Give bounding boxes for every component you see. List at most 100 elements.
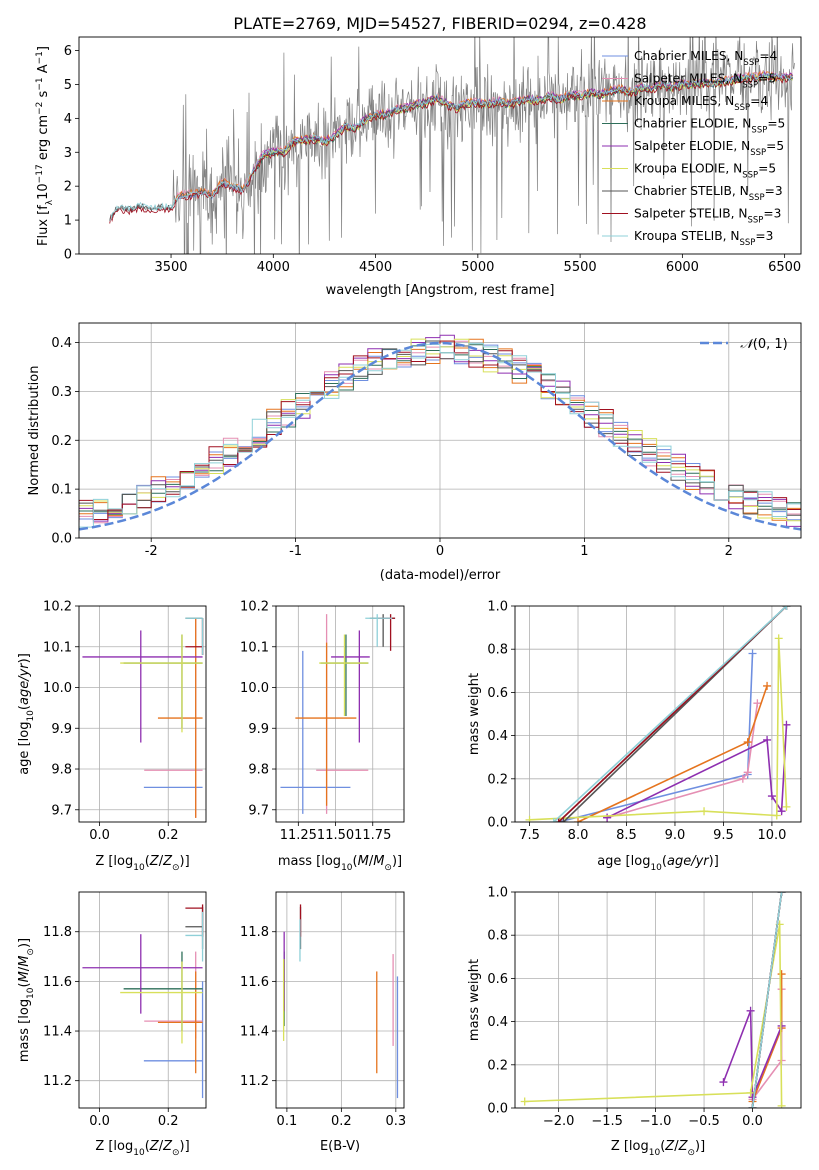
x-axis-label: Z [log10(Z/Z⊙)] bbox=[95, 1139, 189, 1158]
weight-marker bbox=[782, 720, 791, 729]
age-vs-metallicity-plot: 0.0 0.2 9.7 9.8 9.9 10.0 10.1 10.2 Z [log10(Z/Z⊙… bbox=[17, 600, 207, 873]
weight-line-kroupa-elodie bbox=[524, 924, 783, 1106]
x-tick-label: −1.0 bbox=[640, 1114, 672, 1129]
y-tick-label: 9.7 bbox=[248, 803, 269, 818]
weight-marker bbox=[520, 1097, 529, 1106]
x-axis-label: age [log10(age/yr)] bbox=[597, 854, 719, 873]
x-tick-label: 6500 bbox=[768, 260, 801, 275]
plot-area bbox=[276, 892, 404, 1108]
y-tick-label: 0.4 bbox=[487, 1015, 508, 1030]
x-tick-label: 8.0 bbox=[568, 828, 589, 843]
legend-entry: Kroupa ELODIE, NSSP=5 bbox=[634, 162, 776, 181]
x-tick-label: 11.75 bbox=[354, 828, 391, 843]
weight-line-salpeter-elodie bbox=[606, 724, 788, 819]
y-tick-label: 10.2 bbox=[43, 600, 72, 615]
y-tick-label: 4 bbox=[64, 112, 72, 127]
y-tick-label: 9.9 bbox=[51, 722, 72, 737]
legend-entry: Salpeter MILES, NSSP=5 bbox=[634, 72, 776, 91]
y-tick-label: 9.9 bbox=[248, 722, 269, 737]
plot-area bbox=[515, 606, 801, 822]
x-tick-label: 0.2 bbox=[158, 828, 179, 843]
residual-histogram-plot: -2 -1 0 1 2 0.0 0.1 0.2 0.3 0.4 𝒩(0, 1) (data-model… bbox=[27, 322, 802, 583]
plot-area bbox=[276, 606, 404, 822]
x-tick-label: 4000 bbox=[257, 260, 290, 275]
weight-marker bbox=[700, 807, 709, 816]
weight-marker bbox=[719, 1078, 728, 1087]
y-tick-label: 0 bbox=[64, 248, 72, 263]
weight-marker bbox=[777, 807, 786, 816]
weight-marker bbox=[743, 738, 752, 747]
x-tick-label: 0.2 bbox=[331, 1114, 352, 1129]
weight-marker bbox=[748, 1104, 757, 1108]
age-vs-mass-plot: 11.25 11.50 11.75 9.7 9.8 9.9 10.0 10.1 10.2 mass… bbox=[240, 600, 405, 873]
x-tick-label: 3500 bbox=[154, 260, 187, 275]
weight-marker bbox=[748, 649, 757, 658]
y-tick-label: 2 bbox=[64, 180, 72, 195]
y-tick-label: 0.4 bbox=[487, 729, 508, 744]
x-tick-label: 0.3 bbox=[385, 1114, 406, 1129]
x-axis-label: Z [log10(Z/Z⊙)] bbox=[611, 1139, 705, 1158]
y-tick-label: 11.2 bbox=[240, 1074, 269, 1089]
x-tick-label: -2 bbox=[145, 544, 158, 559]
x-tick-label: −1.5 bbox=[591, 1114, 623, 1129]
legend-entry: Kroupa MILES, NSSP=4 bbox=[634, 94, 768, 113]
y-tick-label: 0.6 bbox=[487, 686, 508, 701]
y-tick-label: 10.1 bbox=[43, 640, 72, 655]
y-tick-label: 11.6 bbox=[43, 975, 72, 990]
y-tick-label: 11.8 bbox=[43, 925, 72, 940]
y-axis-label: mass weight bbox=[467, 673, 482, 755]
weight-marker bbox=[574, 818, 583, 822]
x-axis-label: E(B-V) bbox=[320, 1139, 360, 1154]
axes-frame bbox=[78, 605, 207, 823]
weight-marker bbox=[777, 1101, 786, 1108]
y-tick-label: 0.2 bbox=[487, 772, 508, 787]
y-tick-label: 0.8 bbox=[487, 643, 508, 658]
y-tick-label: 0.0 bbox=[487, 1102, 508, 1117]
weight-marker bbox=[782, 606, 791, 610]
legend-entry: Chabrier STELIB, NSSP=3 bbox=[634, 184, 783, 203]
weight-marker bbox=[767, 792, 776, 801]
y-tick-label: 1.0 bbox=[487, 600, 508, 615]
axes-frame bbox=[275, 605, 405, 823]
x-axis-label: mass [log10(M/M⊙)] bbox=[278, 854, 402, 873]
y-tick-label: 11.2 bbox=[43, 1074, 72, 1089]
weight-marker bbox=[746, 1088, 755, 1097]
y-axis-label: Flux [fλ10−17 erg cm−2 s−1 A−1] bbox=[35, 46, 55, 246]
legend-entry: 𝒩(0, 1) bbox=[740, 337, 787, 352]
weight-marker bbox=[774, 634, 783, 643]
y-tick-label: 0.6 bbox=[487, 972, 508, 987]
weight-marker bbox=[763, 735, 772, 744]
plot-area bbox=[79, 606, 206, 822]
x-tick-label: 6000 bbox=[666, 260, 699, 275]
mass-weight-vs-metallicity-plot: −2.0 −1.5 −1.0 −0.5 0.0 0.0 0.2 0.4 0.6 0.8 1.0 mas… bbox=[467, 886, 802, 1158]
weight-marker bbox=[777, 970, 786, 979]
mass-vs-extinction-plot: 0.1 0.2 0.3 11.2 11.4 11.6 11.8 E(B-V) bbox=[240, 891, 406, 1154]
y-tick-label: 0.2 bbox=[487, 1058, 508, 1073]
y-tick-label: 10.0 bbox=[43, 681, 72, 696]
y-axis-label: age [log10(age/yr)] bbox=[17, 653, 36, 775]
x-tick-label: 0.0 bbox=[89, 1114, 110, 1129]
legend-entry: Chabrier MILES, NSSP=4 bbox=[634, 49, 778, 68]
y-tick-label: 0.0 bbox=[51, 532, 72, 547]
x-tick-label: 5000 bbox=[461, 260, 494, 275]
y-tick-label: 1 bbox=[64, 214, 72, 229]
y-axis-label: Normed distribution bbox=[27, 366, 42, 496]
y-tick-label: 0.2 bbox=[51, 434, 72, 449]
weight-line-kroupa-stelib bbox=[553, 606, 788, 822]
y-tick-label: 0.0 bbox=[487, 816, 508, 831]
histogram-step-kroupa-stelib bbox=[79, 342, 801, 528]
x-tick-label: 1 bbox=[580, 544, 588, 559]
y-tick-label: 9.7 bbox=[51, 803, 72, 818]
model-spectrum-kroupa-stelib bbox=[109, 71, 793, 221]
model-spectrum-salpeter-miles bbox=[174, 69, 793, 201]
x-tick-label: 9.5 bbox=[713, 828, 734, 843]
x-tick-label: 8.5 bbox=[616, 828, 637, 843]
figure-title: PLATE=2769, MJD=54527, FIBERID=0294, z=0… bbox=[233, 14, 646, 33]
axes-frame bbox=[275, 891, 405, 1109]
legend-entry: Chabrier ELODIE, NSSP=5 bbox=[634, 117, 785, 136]
weight-marker bbox=[772, 811, 781, 820]
x-axis-label: (data-model)/error bbox=[380, 568, 501, 583]
weight-line-salpeter-elodie bbox=[722, 1010, 783, 1098]
weight-marker bbox=[777, 1021, 786, 1030]
x-tick-label: 11.50 bbox=[317, 828, 354, 843]
